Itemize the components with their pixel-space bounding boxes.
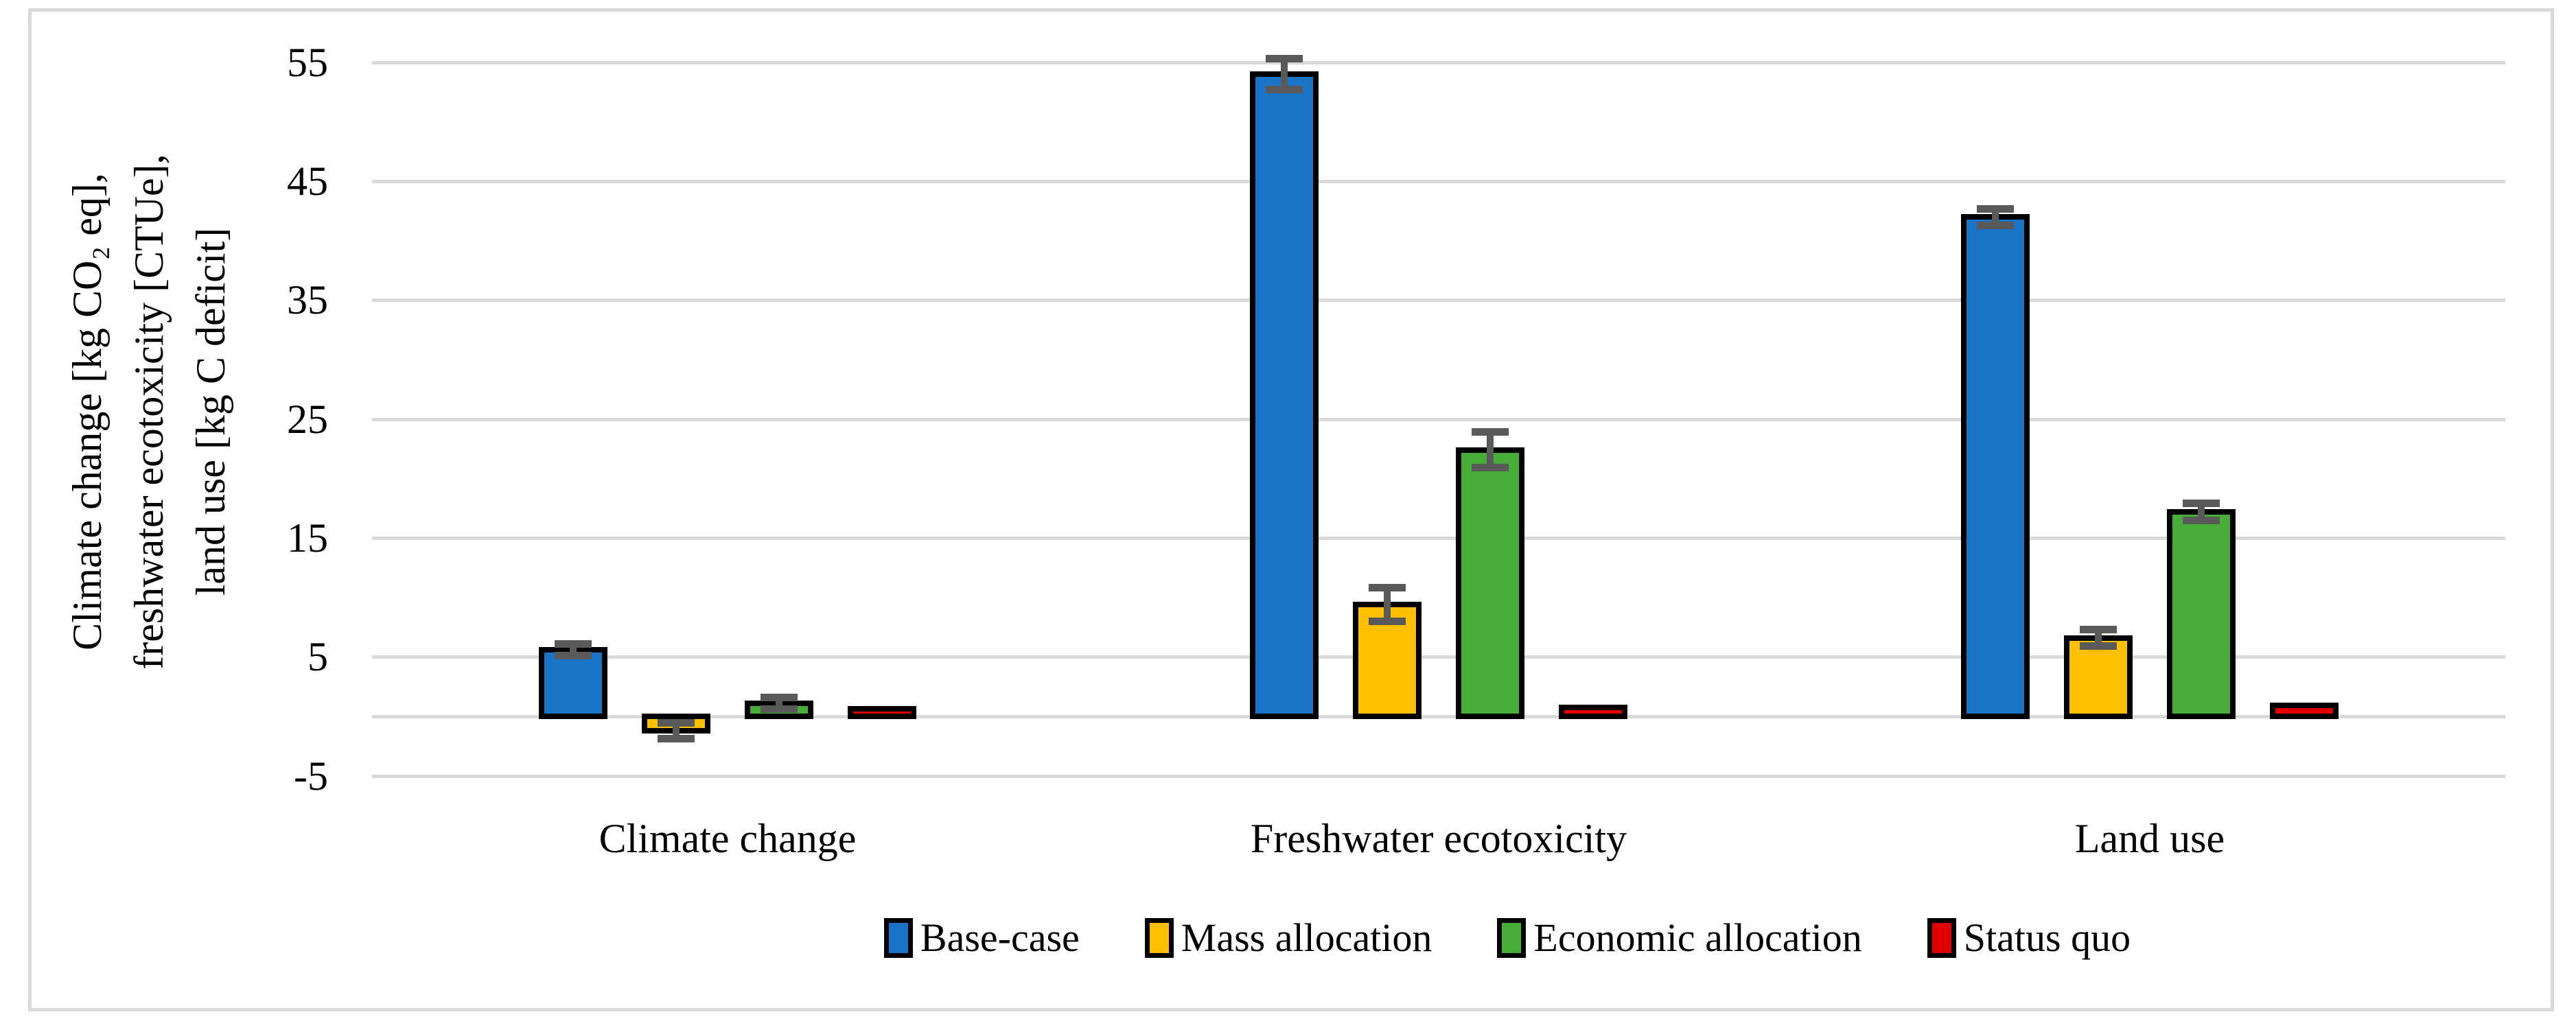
bar-economic-allocation-freshwater-ecotoxicity — [1456, 447, 1524, 719]
y-axis-title-line-3: land use [kg C deficit] — [188, 227, 233, 596]
gridline-y-35 — [372, 298, 2505, 303]
legend-item-base-case: Base-case — [883, 914, 1080, 962]
y-tick-label-5: 5 — [308, 634, 328, 680]
gridline-y-0 — [372, 715, 2505, 718]
y-tick-label-45: 45 — [287, 159, 328, 204]
gridline-y-15 — [372, 537, 2505, 541]
y-axis-title-line-2: freshwater ecotoxicity [CTUe], — [126, 154, 172, 670]
error-bar-base-case-land-use — [1992, 209, 1999, 226]
error-bar-cap-bottom-base-case-climate-change — [555, 652, 592, 660]
gridline-y-45 — [372, 180, 2505, 184]
error-bar-base-case-freshwater-ecotoxicity — [1281, 58, 1288, 90]
legend-swatch-economic-allocation — [1497, 918, 1527, 958]
error-bar-cap-top-base-case-climate-change — [555, 639, 592, 648]
bar-status-quo-land-use — [2270, 702, 2339, 719]
category-label-land-use: Land use — [2074, 816, 2225, 861]
bar-economic-allocation-land-use — [2167, 508, 2236, 719]
error-bar-cap-top-base-case-freshwater-ecotoxicity — [1266, 55, 1303, 63]
legend-label-economic-allocation: Economic allocation — [1533, 915, 1862, 960]
error-bar-cap-bottom-mass-allocation-freshwater-ecotoxicity — [1369, 617, 1406, 625]
error-bar-cap-bottom-mass-allocation-land-use — [2080, 642, 2117, 650]
y-tick-label-25: 25 — [287, 396, 328, 442]
category-label-freshwater-ecotoxicity: Freshwater ecotoxicity — [1250, 816, 1627, 861]
error-bar-mass-allocation-climate-change — [673, 723, 680, 739]
gridline-y-5 — [372, 655, 2505, 659]
gridline-y-55 — [372, 60, 2505, 64]
error-bar-mass-allocation-freshwater-ecotoxicity — [1384, 587, 1391, 622]
legend-label-base-case: Base-case — [920, 915, 1080, 960]
legend-label-mass-allocation: Mass allocation — [1181, 915, 1432, 960]
y-tick-label-55: 55 — [287, 39, 328, 85]
error-bar-cap-top-mass-allocation-climate-change — [658, 719, 695, 727]
error-bar-cap-top-economic-allocation-climate-change — [761, 693, 798, 701]
error-bar-cap-bottom-mass-allocation-climate-change — [658, 734, 695, 742]
legend-swatch-status-quo — [1927, 918, 1956, 958]
y-tick-label-15: 15 — [287, 515, 328, 561]
error-bar-cap-bottom-base-case-freshwater-ecotoxicity — [1266, 86, 1303, 94]
y-axis-title: Climate change [kg CO₂ eq], freshwater e… — [56, 34, 242, 789]
legend-swatch-mass-allocation — [1144, 918, 1174, 958]
bar-status-quo-climate-change — [848, 705, 916, 719]
error-bar-cap-bottom-economic-allocation-climate-change — [761, 705, 798, 714]
error-bar-base-case-climate-change — [570, 644, 577, 656]
legend-item-status-quo: Status quo — [1927, 914, 2131, 962]
error-bar-cap-bottom-economic-allocation-freshwater-ecotoxicity — [1472, 464, 1509, 472]
category-label-climate-change: Climate change — [599, 816, 857, 861]
legend: Base-case Mass allocation Economic allocat… — [441, 914, 2574, 962]
error-bar-mass-allocation-land-use — [2095, 629, 2102, 646]
error-bar-cap-top-economic-allocation-land-use — [2183, 500, 2220, 508]
y-tick-label-35: 35 — [287, 277, 328, 323]
legend-item-economic-allocation: Economic allocation — [1497, 914, 1862, 962]
error-bar-economic-allocation-climate-change — [776, 697, 782, 709]
gridline-y-25 — [372, 417, 2505, 421]
gridline-y--5 — [372, 774, 2505, 778]
error-bar-economic-allocation-freshwater-ecotoxicity — [1487, 432, 1494, 468]
y-tick-label--5: -5 — [294, 753, 328, 799]
error-bar-cap-top-economic-allocation-freshwater-ecotoxicity — [1472, 428, 1509, 436]
error-bar-cap-top-mass-allocation-freshwater-ecotoxicity — [1369, 584, 1406, 592]
bar-base-case-freshwater-ecotoxicity — [1250, 71, 1319, 719]
bar-status-quo-freshwater-ecotoxicity — [1559, 705, 1627, 719]
bar-base-case-land-use — [1961, 214, 2030, 719]
legend-label-status-quo: Status quo — [1963, 915, 2131, 960]
legend-item-mass-allocation: Mass allocation — [1144, 914, 1432, 962]
y-axis-title-line-1: Climate change [kg CO₂ eq], — [65, 173, 110, 650]
error-bar-cap-bottom-base-case-land-use — [1977, 221, 2014, 229]
error-bar-cap-bottom-economic-allocation-land-use — [2183, 516, 2220, 524]
error-bar-cap-top-mass-allocation-land-use — [2080, 625, 2117, 633]
error-bar-cap-top-base-case-land-use — [1977, 204, 2014, 213]
legend-swatch-base-case — [883, 918, 913, 958]
error-bar-economic-allocation-land-use — [2198, 503, 2205, 521]
